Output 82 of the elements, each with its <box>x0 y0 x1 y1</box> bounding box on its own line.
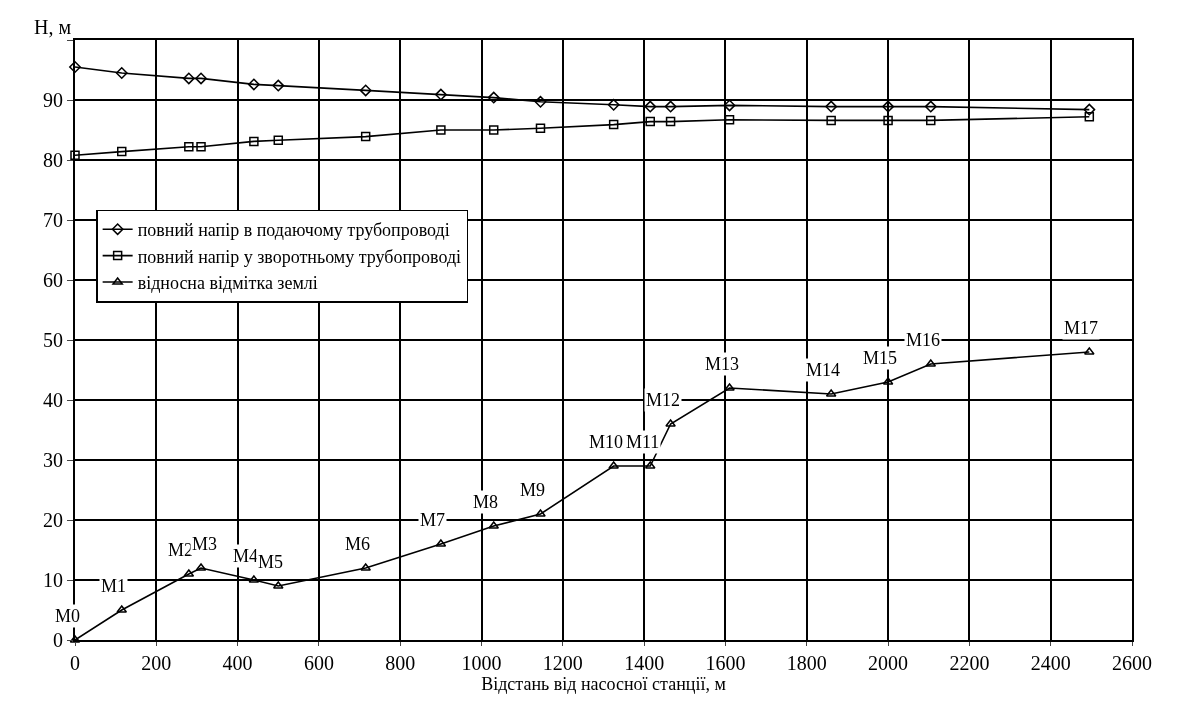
y-tick-label: 60 <box>43 269 63 291</box>
point <box>607 98 620 111</box>
y-tick-label: 50 <box>43 329 63 351</box>
point <box>665 419 676 427</box>
annotation: M15 <box>863 348 898 368</box>
point <box>926 115 936 126</box>
point <box>644 100 657 113</box>
annotation: M3 <box>192 534 218 554</box>
annotation: M16 <box>906 330 941 350</box>
point <box>487 91 500 104</box>
x-tick-label: 600 <box>303 652 334 674</box>
point <box>115 67 128 79</box>
point <box>882 100 895 113</box>
annotation: M7 <box>420 510 446 530</box>
x-tick-label: 1600 <box>705 652 746 674</box>
annotation: M6 <box>345 534 371 554</box>
x-axis-title: Відстань від насосної станції, м <box>481 674 726 694</box>
point <box>360 131 371 142</box>
point <box>70 150 80 160</box>
annotation: M12 <box>646 390 681 410</box>
annotation: M17 <box>1064 318 1099 338</box>
point <box>69 61 81 73</box>
y-tick-label: 80 <box>43 149 63 171</box>
y-tick-label: 0 <box>53 629 63 651</box>
y-tick-label: 30 <box>43 449 63 471</box>
x-tick-label: 2200 <box>949 652 990 674</box>
point <box>664 100 677 113</box>
y-tick-label: 10 <box>43 569 63 591</box>
point <box>488 125 499 135</box>
point <box>1084 112 1095 122</box>
x-tick-label: 800 <box>385 652 416 674</box>
annotation: M1 <box>101 576 127 596</box>
point <box>196 142 206 152</box>
annotation: M4 <box>233 546 259 566</box>
point <box>883 115 893 126</box>
y-axis-title: Н, м <box>34 16 72 38</box>
x-tick-label: 2400 <box>1030 652 1071 674</box>
y-tick-label: 40 <box>43 389 63 411</box>
point <box>535 509 546 517</box>
y-tick-label: 20 <box>43 509 63 531</box>
point <box>272 79 285 92</box>
point <box>249 136 259 147</box>
point <box>359 84 372 97</box>
annotation: M5 <box>258 552 284 572</box>
annotation: M10 <box>589 432 624 452</box>
point <box>184 142 194 152</box>
x-tick-label: 1800 <box>786 652 827 674</box>
point <box>195 72 207 85</box>
point <box>534 95 547 108</box>
legend-label: відносна відмітка землі <box>137 273 318 294</box>
annotation: M14 <box>806 360 841 380</box>
annotation: M9 <box>520 480 546 500</box>
annotation: M11 <box>626 432 660 452</box>
point <box>436 125 446 135</box>
x-tick-label: 200 <box>141 652 172 674</box>
x-tick-label: 0 <box>70 652 80 674</box>
point <box>924 100 937 113</box>
point <box>825 100 838 113</box>
point <box>645 116 655 127</box>
point <box>535 123 546 133</box>
annotation: M0 <box>55 606 81 626</box>
x-tick-label: 1200 <box>542 652 583 674</box>
point <box>247 78 260 91</box>
point <box>117 146 127 157</box>
annotation: M13 <box>705 354 740 374</box>
legend-label: повний напір в подаючому трубопроводі <box>137 220 450 241</box>
point <box>1083 103 1096 116</box>
y-tick-label: 70 <box>43 209 63 231</box>
x-tick-label: 2600 <box>1112 652 1152 674</box>
annotation: M8 <box>473 492 499 512</box>
x-tick-label: 2000 <box>868 652 909 674</box>
legend-label: повний напір у зворотньому трубопроводі <box>137 246 462 267</box>
point <box>608 119 619 130</box>
annotation: M2 <box>168 540 194 560</box>
point <box>273 135 284 145</box>
y-tick-label: 90 <box>43 89 63 111</box>
point <box>182 72 195 85</box>
x-tick-label: 1000 <box>461 652 502 674</box>
x-tick-label: 400 <box>222 652 253 674</box>
x-tick-label: 1400 <box>624 652 665 674</box>
point <box>665 116 676 127</box>
point <box>826 115 836 126</box>
